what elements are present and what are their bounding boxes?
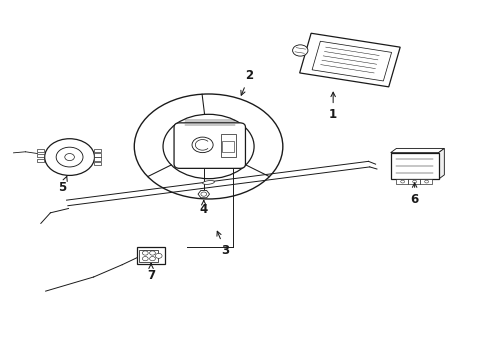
Bar [38,159,44,162]
Polygon shape [137,247,164,264]
Bar [38,149,44,153]
Circle shape [142,257,148,261]
Polygon shape [198,190,209,198]
Circle shape [400,180,404,183]
Circle shape [44,139,94,175]
Bar [420,179,431,184]
Text: 4: 4 [199,201,207,216]
Ellipse shape [134,94,282,199]
Bar [93,157,101,161]
Polygon shape [311,41,391,81]
Circle shape [155,253,162,258]
Bar [93,162,101,165]
Circle shape [201,192,206,196]
Text: 1: 1 [328,92,337,121]
Text: 5: 5 [58,176,67,194]
Circle shape [292,45,307,56]
Polygon shape [438,148,444,179]
Ellipse shape [163,114,254,179]
Ellipse shape [202,181,214,184]
Circle shape [149,251,155,255]
Bar [220,135,236,157]
Bar [396,179,407,184]
Circle shape [142,251,148,255]
Polygon shape [390,148,444,153]
Circle shape [424,180,427,183]
Bar [93,153,101,157]
Text: 6: 6 [409,183,418,206]
FancyBboxPatch shape [174,123,245,168]
Circle shape [192,137,213,153]
Circle shape [412,180,416,183]
Text: 2: 2 [241,69,253,95]
Circle shape [65,154,74,161]
Bar [38,154,44,157]
Bar [407,179,420,184]
Polygon shape [299,33,399,87]
Circle shape [149,257,155,261]
Bar [222,141,234,152]
Polygon shape [138,249,158,262]
Text: 7: 7 [147,264,155,283]
Text: 3: 3 [217,231,229,257]
Polygon shape [390,153,438,179]
Circle shape [56,147,83,167]
Bar [93,149,101,153]
